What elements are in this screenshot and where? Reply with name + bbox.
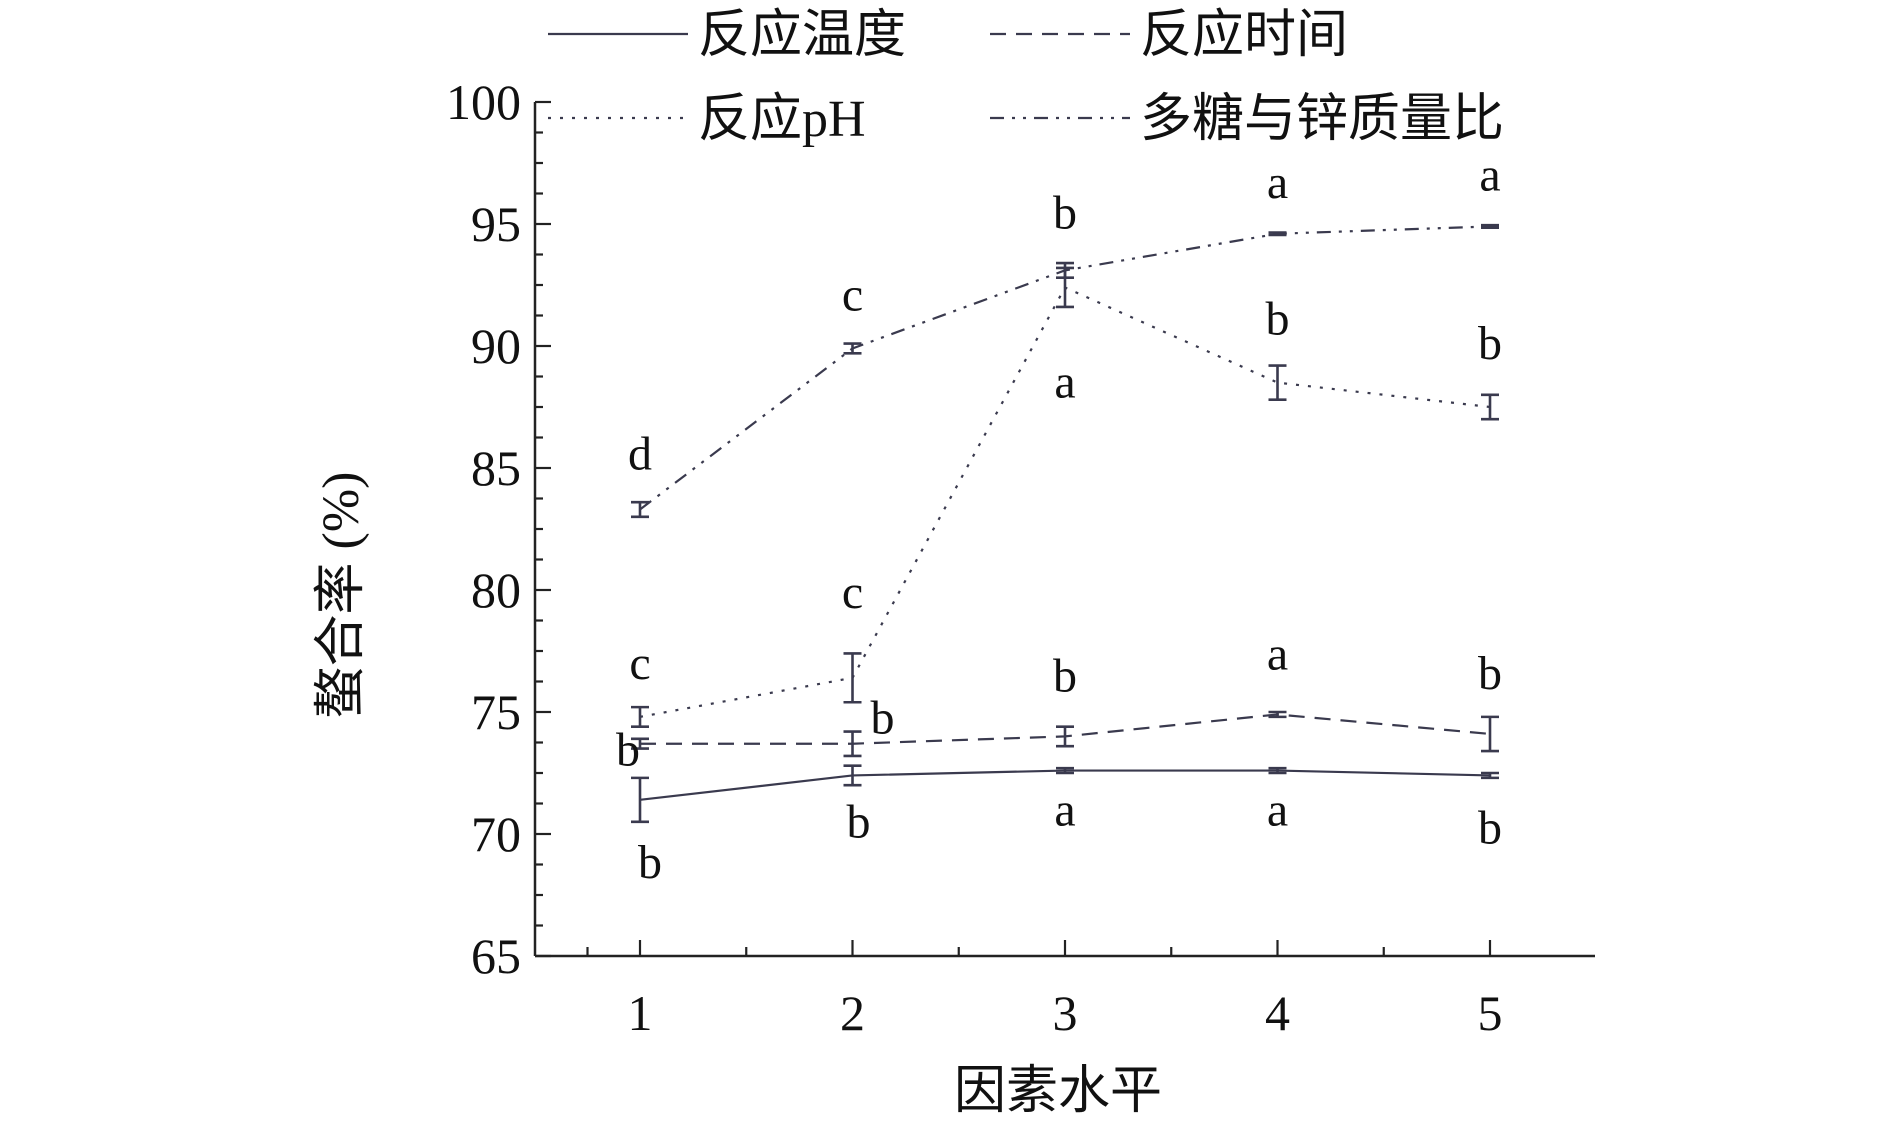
significance-label: c [842,566,863,619]
error-bar [843,342,862,355]
error-bar [1268,766,1287,775]
error-bar [1481,771,1499,780]
significance-label: b [616,724,640,777]
error-bar [1056,725,1074,748]
significance-label: b [1053,186,1077,239]
y-tick-label: 85 [471,440,521,496]
error-bar [1481,393,1499,421]
error-bar [1056,766,1074,775]
significance-label: b [638,836,662,889]
error-bar [843,730,862,758]
significance-label: b [871,692,895,745]
legend-item-4: 多糖与锌质量比 [990,91,1504,148]
series-2: b b b a b [616,627,1502,776]
x-tick-label: 5 [1478,985,1503,1041]
y-tick-label: 95 [471,196,521,252]
significance-label: c [629,637,650,690]
error-bar [843,652,862,704]
error-bar [1481,223,1499,229]
x-axis-title: 因素水平 [954,1063,1162,1120]
significance-label: b [1478,647,1502,700]
y-tick-label: 90 [471,318,521,374]
legend-label: 反应时间 [1140,7,1348,64]
significance-label: a [1054,355,1075,408]
series-1: bb a a b [631,764,1502,889]
x-tick-label: 4 [1265,985,1290,1041]
y-tick-label: 100 [446,74,521,130]
y-axis-title: 螯合率 (%) [313,472,370,719]
significance-label: a [1267,627,1288,680]
legend-item-3: 反应pH [548,91,866,148]
error-bar [1268,364,1287,401]
significance-label: b [1478,801,1502,854]
error-bar [631,737,649,750]
y-tick-label: 70 [471,806,521,862]
significance-label: c [842,268,863,321]
series-4: d c b a a [628,148,1501,519]
error-bar [1268,231,1287,237]
significance-label: b [1478,317,1502,370]
y-tick-label: 75 [471,684,521,740]
x-tick-label: 3 [1053,985,1078,1041]
series-3: c c a b b [629,266,1502,728]
error-bar [631,705,649,728]
legend-label: 反应pH [698,91,866,148]
significance-label: a [1054,784,1075,837]
x-tick-label: 2 [840,985,865,1041]
legend-item-2: 反应时间 [990,7,1348,64]
legend-item-1: 反应温度 [548,7,906,64]
legend-label: 多糖与锌质量比 [1140,91,1504,148]
significance-label: b [1053,649,1077,702]
legend-label: 反应温度 [698,7,906,64]
y-tick-label: 65 [471,928,521,984]
significance-label: a [1267,156,1288,209]
error-bar [631,776,649,824]
significance-label: b [1266,293,1290,346]
significance-label: a [1267,784,1288,837]
error-bar [1268,710,1287,719]
significance-label: b [847,795,871,848]
y-tick-label: 80 [471,562,521,618]
axes: 65 70 75 80 85 90 95 100 1 2 3 4 5 [446,74,1595,1041]
x-tick-label: 1 [628,985,653,1041]
significance-label: d [628,427,652,480]
error-bar [843,764,862,787]
error-bar [1481,715,1499,753]
error-bar [1056,261,1074,279]
significance-label: a [1479,148,1500,201]
error-bar [631,500,649,519]
